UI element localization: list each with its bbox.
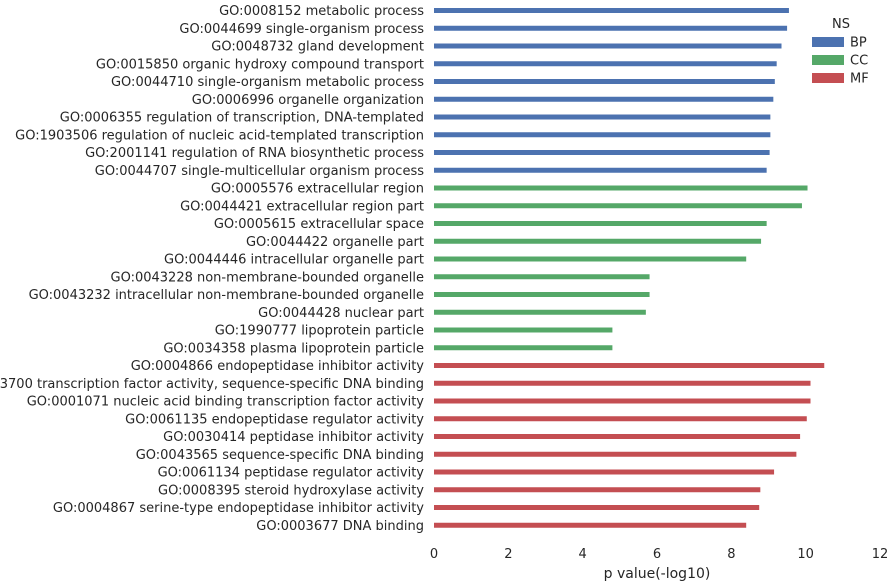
x-tick-label: 8 <box>727 547 735 562</box>
bar <box>434 114 771 120</box>
category-label: GO:1903506 regulation of nucleic acid-te… <box>15 128 424 143</box>
legend-title: NS <box>832 17 850 32</box>
bar <box>434 451 797 457</box>
category-label: GO:0043228 non-membrane-bounded organell… <box>111 270 425 285</box>
category-label: GO:0005615 extracellular space <box>214 217 424 232</box>
category-label: GO:0008395 steroid hydroxylase activity <box>158 483 424 498</box>
category-label: GO:0005576 extracellular region <box>211 182 424 197</box>
category-label: GO:0034358 plasma lipoprotein particle <box>163 341 424 356</box>
legend-label: BP <box>850 36 867 51</box>
bar <box>434 380 811 386</box>
bar <box>434 79 775 84</box>
bar <box>434 292 650 297</box>
category-label: GO:0006996 organelle organization <box>192 93 424 108</box>
category-label: GO:0008152 metabolic process <box>219 4 424 19</box>
x-axis-ticks-group: 0 2 4 6 8 10 12 <box>430 547 888 562</box>
category-label: GO:0044710 single-organism metabolic pro… <box>111 75 424 90</box>
x-tick-label: 4 <box>579 547 587 562</box>
bar <box>434 398 811 404</box>
category-label: GO:0006355 regulation of transcription, … <box>60 111 424 126</box>
category-label: GO:0043232 intracellular non-membrane-bo… <box>29 288 424 303</box>
x-tick-label: 10 <box>797 547 814 562</box>
bar <box>434 150 770 155</box>
bar <box>434 203 802 209</box>
category-label: GO:0044707 single-multicellular organism… <box>95 164 424 179</box>
bar <box>434 522 747 528</box>
category-label: GO:0044421 extracellular region part <box>180 199 424 214</box>
legend: NS BP CC MF <box>812 17 869 87</box>
bar <box>434 469 775 475</box>
bar <box>434 185 808 191</box>
bar <box>434 434 801 439</box>
category-label: GO:0061134 peptidase regulator activity <box>158 466 425 481</box>
legend-label: MF <box>850 72 869 87</box>
category-label: GO:1990777 lipoprotein particle <box>215 324 424 339</box>
bar <box>434 221 767 226</box>
bar <box>434 505 760 510</box>
bar <box>434 8 789 13</box>
legend-label: CC <box>850 54 868 69</box>
bars-group <box>434 8 825 528</box>
x-tick-label: 6 <box>653 547 661 562</box>
category-label: GO:0003677 DNA binding <box>256 519 424 534</box>
bar <box>434 416 807 422</box>
bar <box>434 345 613 351</box>
category-label: GO:0015850 organic hydroxy compound tran… <box>96 57 424 72</box>
category-label: GO:0030414 peptidase inhibitor activity <box>163 430 424 445</box>
bar <box>434 96 774 102</box>
category-label: GO:0044446 intracellular organelle part <box>164 253 424 268</box>
category-label: GO:0061135 endopeptidase regulator activ… <box>125 412 424 427</box>
legend-swatch <box>812 37 844 47</box>
x-axis-label: p value(-log10) <box>604 566 711 582</box>
category-label: GO:0001071 nucleic acid binding transcri… <box>27 395 425 410</box>
bar <box>434 238 762 244</box>
legend-swatch <box>812 55 844 65</box>
bar <box>434 256 747 262</box>
category-label: GO:0044422 organelle part <box>246 235 424 250</box>
category-label: GO:2001141 regulation of RNA biosyntheti… <box>85 146 424 161</box>
legend-swatch <box>812 73 844 83</box>
legend-entries-group: BP CC MF <box>812 36 869 87</box>
bar <box>434 61 777 67</box>
category-label: GO:0003700 transcription factor activity… <box>0 377 424 392</box>
category-label: GO:0044699 single-organism process <box>179 22 424 37</box>
category-label: GO:0048732 gland development <box>211 40 424 55</box>
category-label: GO:0004867 serine-type endopeptidase inh… <box>53 501 424 516</box>
bar <box>434 43 782 49</box>
category-label: GO:0004866 endopeptidase inhibitor activ… <box>131 359 425 374</box>
bar <box>434 487 761 493</box>
bar <box>434 25 788 31</box>
bar <box>434 132 771 138</box>
bar <box>434 167 767 173</box>
bar <box>434 274 650 280</box>
bar <box>434 309 646 315</box>
x-tick-label: 2 <box>504 547 512 562</box>
category-label: GO:0044428 nuclear part <box>258 306 424 321</box>
category-labels-group: GO:0008152 metabolic process GO:0044699 s… <box>0 4 424 534</box>
bar <box>434 327 613 333</box>
category-label: GO:0043565 sequence-specific DNA binding <box>136 448 424 463</box>
x-tick-label: 0 <box>430 547 438 562</box>
bar <box>434 363 825 368</box>
x-tick-label: 12 <box>872 547 889 562</box>
